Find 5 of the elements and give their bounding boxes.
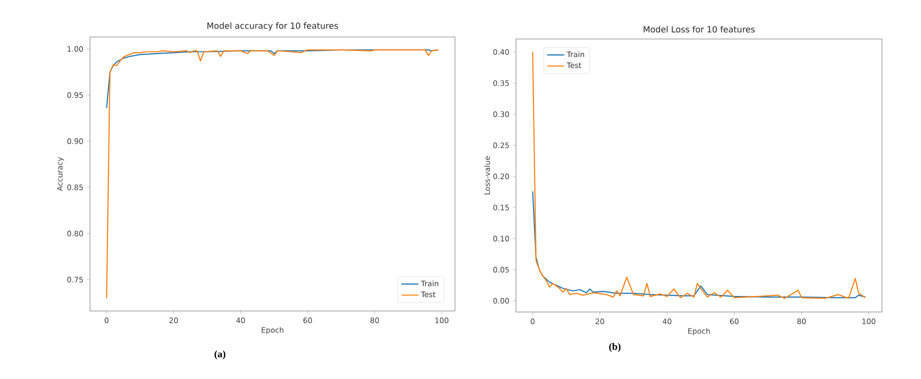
text: (b) xyxy=(609,342,620,352)
chart-title: Model Loss for 10 features xyxy=(644,26,755,32)
text: (a) xyxy=(214,350,226,360)
line-series xyxy=(532,52,866,299)
chart-title: Model accuracy for 10 features xyxy=(207,22,338,30)
